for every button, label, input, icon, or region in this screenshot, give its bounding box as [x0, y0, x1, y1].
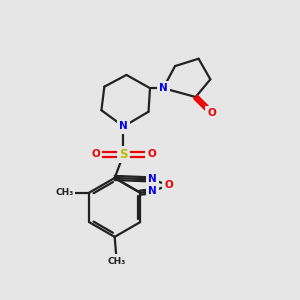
Text: O: O	[164, 180, 173, 190]
Text: N: N	[148, 174, 157, 184]
Text: N: N	[119, 122, 128, 131]
Text: S: S	[119, 148, 128, 161]
Text: CH₃: CH₃	[55, 188, 73, 197]
Text: N: N	[159, 83, 168, 93]
Text: CH₃: CH₃	[107, 256, 125, 266]
Text: N: N	[148, 186, 157, 196]
Text: O: O	[208, 108, 216, 118]
Text: O: O	[91, 149, 100, 159]
Text: O: O	[147, 149, 156, 159]
